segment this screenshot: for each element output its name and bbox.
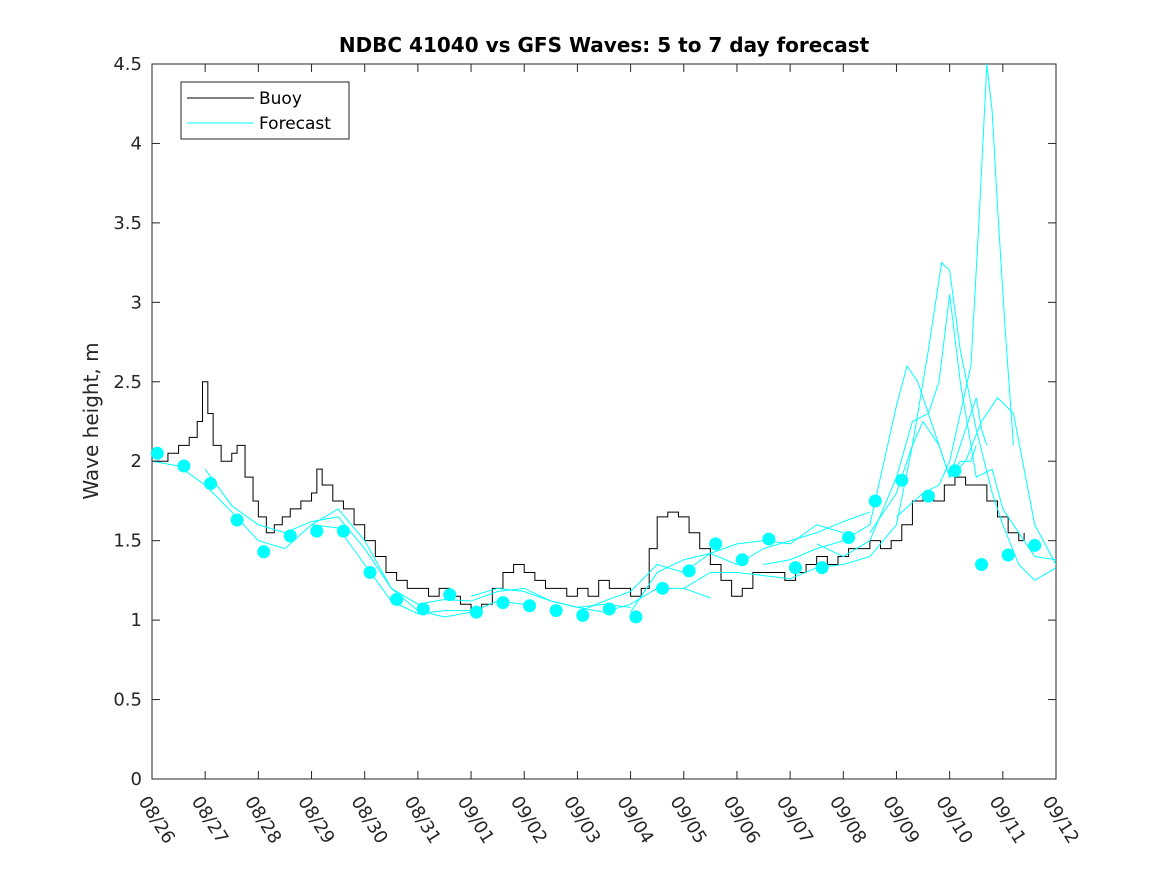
forecast-marker xyxy=(975,558,989,571)
forecast-series-line-4 xyxy=(470,587,711,613)
forecast-marker xyxy=(1001,548,1015,562)
forecast-marker xyxy=(523,599,537,613)
y-tick-label: 0.5 xyxy=(113,690,142,711)
y-tick-label: 3 xyxy=(131,292,142,313)
series-layer xyxy=(150,63,1057,624)
legend-box xyxy=(180,81,350,140)
legend-forecast-label: Forecast xyxy=(259,114,331,134)
y-tick-label: 2 xyxy=(131,451,142,472)
forecast-marker xyxy=(948,464,962,478)
forecast-marker xyxy=(1028,538,1042,552)
forecast-marker xyxy=(709,537,723,551)
forecast-series-line-10 xyxy=(869,261,1057,582)
forecast-marker xyxy=(629,610,643,624)
forecast-marker xyxy=(496,596,510,610)
forecast-marker xyxy=(416,602,430,616)
plot-area xyxy=(151,63,1057,780)
forecast-series-line-12 xyxy=(949,397,988,478)
y-tick-label: 0 xyxy=(131,769,142,790)
forecast-marker xyxy=(257,545,271,559)
forecast-marker xyxy=(283,529,297,543)
forecast-marker xyxy=(203,476,217,490)
y-tick-label: 2.5 xyxy=(113,372,142,393)
forecast-marker xyxy=(336,524,350,538)
y-tick-label: 4.5 xyxy=(113,54,142,75)
forecast-series-line-8 xyxy=(763,364,1057,565)
forecast-marker xyxy=(230,513,244,527)
forecast-marker xyxy=(390,592,404,606)
forecast-marker xyxy=(735,553,749,567)
forecast-marker xyxy=(602,602,616,616)
forecast-marker xyxy=(842,530,856,544)
forecast-marker xyxy=(815,561,829,575)
forecast-marker xyxy=(549,604,563,618)
forecast-marker xyxy=(576,608,590,622)
forecast-marker xyxy=(921,489,935,503)
legend-buoy-label: Buoy xyxy=(259,89,302,109)
y-tick-label: 1.5 xyxy=(113,531,142,552)
forecast-series-line-11 xyxy=(896,63,1014,518)
forecast-marker xyxy=(788,561,802,575)
forecast-marker xyxy=(469,605,483,619)
chart-title: NDBC 41040 vs GFS Waves: 5 to 7 day fore… xyxy=(339,33,870,57)
forecast-marker xyxy=(443,588,457,602)
y-tick-label: 3.5 xyxy=(113,213,142,234)
forecast-series-line-6 xyxy=(630,511,871,613)
forecast-marker xyxy=(868,494,882,508)
y-tick-label: 1 xyxy=(131,610,142,631)
forecast-marker xyxy=(310,524,324,538)
forecast-marker xyxy=(762,532,776,546)
y-axis-label: Wave height, m xyxy=(79,342,103,499)
forecast-marker xyxy=(177,459,191,473)
forecast-marker xyxy=(150,446,164,460)
buoy-series-line xyxy=(152,381,1025,613)
forecast-marker xyxy=(682,564,696,578)
y-tick-label: 4 xyxy=(131,133,142,154)
forecast-marker xyxy=(363,565,377,579)
legend: Buoy Forecast xyxy=(180,81,350,140)
forecast-marker xyxy=(895,473,909,487)
forecast-marker xyxy=(655,581,669,595)
